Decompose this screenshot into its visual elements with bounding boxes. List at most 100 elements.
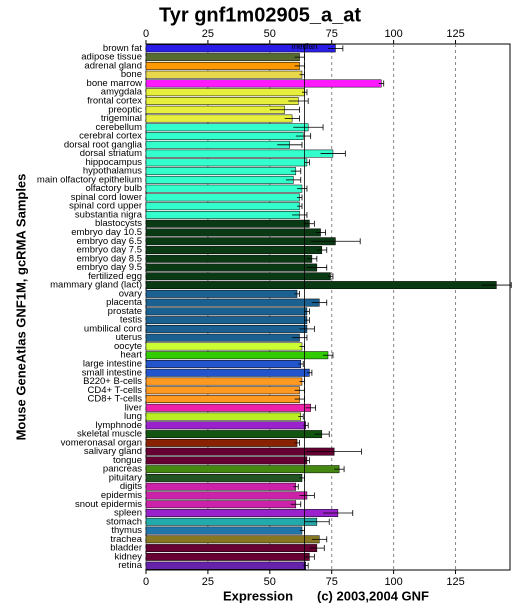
bar xyxy=(145,246,323,254)
bar xyxy=(145,403,311,412)
bar xyxy=(145,535,320,544)
category-label: spinal cord lower xyxy=(71,192,142,203)
category-label: large intestine xyxy=(83,358,142,369)
category-label: embryo day 6.5 xyxy=(77,236,142,247)
bar xyxy=(145,88,305,97)
bar xyxy=(145,132,304,140)
category-label: salivary gland xyxy=(84,446,142,457)
y-axis-label: Mouse GeneAtlas GNF1M, gcRMA Samples xyxy=(13,174,28,441)
category-label: preoptic xyxy=(108,104,142,115)
category-label: CD8+ T-cells xyxy=(88,394,143,405)
category-label: ovary xyxy=(119,288,142,299)
bar xyxy=(145,368,310,377)
category-label: liver xyxy=(125,402,142,413)
bar xyxy=(145,342,303,351)
category-label: embryo day 7.5 xyxy=(77,245,142,256)
category-label: umbilical cord xyxy=(84,323,142,334)
category-label: dorsal root ganglia xyxy=(64,139,143,150)
category-label: CD4+ T-cells xyxy=(88,385,143,396)
category-label: retina xyxy=(118,560,142,571)
bar xyxy=(145,219,310,228)
bar xyxy=(145,123,309,132)
bar xyxy=(145,552,310,561)
category-label: main olfactory epithelium xyxy=(37,174,142,185)
bar xyxy=(145,438,298,447)
bar xyxy=(145,158,308,167)
bar xyxy=(145,289,298,298)
category-label: embryo day 8.5 xyxy=(77,253,142,264)
category-label: fertilized egg xyxy=(88,271,142,282)
bar xyxy=(145,272,331,281)
bar xyxy=(145,53,300,62)
category-label: kidney xyxy=(115,551,143,562)
x-tick-label: 75 xyxy=(326,576,338,588)
bar xyxy=(145,316,308,325)
bar xyxy=(145,175,294,184)
category-label: mammary gland (lact) xyxy=(50,280,142,291)
plot-area xyxy=(145,43,511,571)
category-label: heart xyxy=(120,350,142,361)
category-label: placenta xyxy=(106,297,143,308)
bar xyxy=(145,298,320,307)
bar xyxy=(145,228,321,237)
bar xyxy=(145,254,313,263)
bar xyxy=(145,105,285,114)
x-tick-label: 125 xyxy=(446,576,464,588)
bar xyxy=(145,193,300,202)
x-axis-label: Expression xyxy=(223,588,293,603)
bar xyxy=(145,360,302,368)
category-label: lymphnode xyxy=(96,420,142,431)
category-label: digits xyxy=(120,481,142,492)
x-tick-label: 100 xyxy=(384,576,402,588)
bar xyxy=(145,184,303,193)
category-label: substantia nigra xyxy=(75,209,143,220)
x-tick-label: 50 xyxy=(264,576,276,588)
bar xyxy=(145,500,297,509)
category-label: trachea xyxy=(110,534,142,545)
category-label: spleen xyxy=(114,508,142,519)
bar xyxy=(145,412,302,421)
bar xyxy=(145,351,329,360)
bar xyxy=(145,61,300,70)
bar xyxy=(145,447,335,456)
bar xyxy=(145,114,293,123)
category-label: blastocysts xyxy=(95,218,142,229)
category-label: trigeminal xyxy=(101,113,142,124)
bar xyxy=(145,377,303,386)
category-label: adipose tissue xyxy=(81,52,142,63)
category-label: skeletal muscle xyxy=(77,429,142,440)
bar xyxy=(145,97,299,105)
bar xyxy=(145,149,334,158)
category-label: cerebral cortex xyxy=(79,131,142,142)
bar xyxy=(145,281,497,290)
category-label: tongue xyxy=(113,455,142,466)
bar xyxy=(145,526,303,535)
category-label: uterus xyxy=(116,332,143,343)
median-label: median xyxy=(291,42,317,51)
category-label: prostate xyxy=(108,306,142,317)
category-label: frontal cortex xyxy=(87,95,142,106)
category-label: epidermis xyxy=(101,490,142,501)
bar xyxy=(145,202,300,211)
bar xyxy=(145,491,308,500)
bar xyxy=(145,263,318,272)
category-label: spinal cord upper xyxy=(69,201,142,212)
category-label: testis xyxy=(120,315,142,326)
category-label: bone marrow xyxy=(87,78,143,89)
bar xyxy=(145,430,323,439)
bar xyxy=(145,517,318,526)
category-label: olfactory bulb xyxy=(85,183,142,194)
category-label: cerebellum xyxy=(96,122,143,133)
category-label: snout epidermis xyxy=(75,499,142,510)
x-tick-label: 25 xyxy=(202,28,214,40)
bar xyxy=(145,561,306,570)
category-label: lung xyxy=(124,411,142,422)
credit: (c) 2003,2004 GNF xyxy=(317,588,429,603)
x-tick-label: 50 xyxy=(264,28,276,40)
bar xyxy=(145,509,339,517)
chart-title: Tyr gnf1m02905_a_at xyxy=(159,4,361,26)
category-label: bladder xyxy=(110,543,142,554)
bar xyxy=(145,324,308,333)
